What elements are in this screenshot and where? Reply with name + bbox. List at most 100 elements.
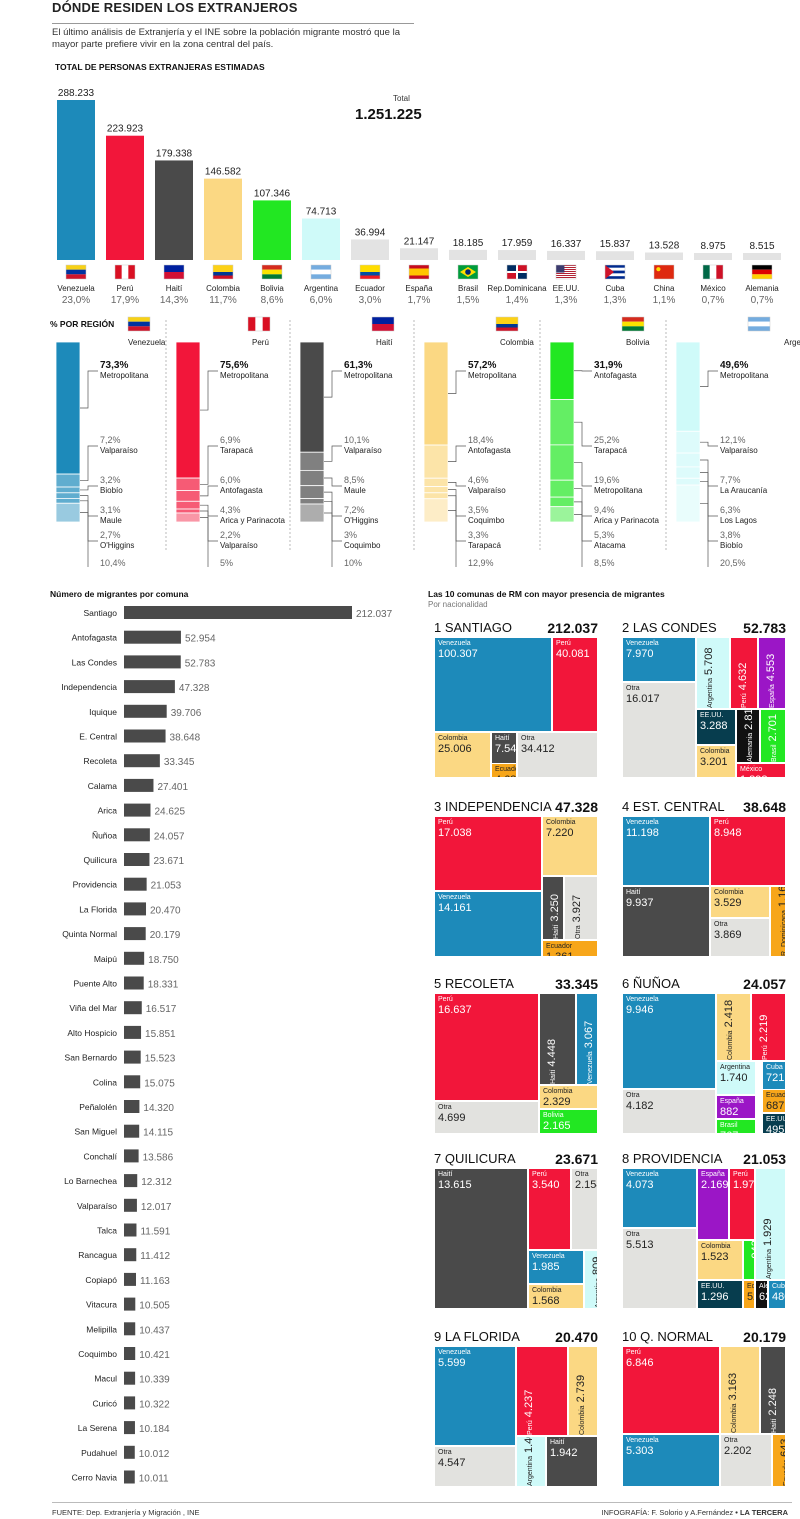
bar-percent-colombia: 11,7%: [209, 295, 237, 306]
treemap-recoleta-label-otra: Otra: [438, 1104, 452, 1111]
bar-percent-ee-uu: 1,3%: [555, 295, 578, 306]
treemap-q-normal-label-venezuela: Venezuela: [626, 1437, 659, 1444]
bar-value-mexico: 8.975: [700, 241, 725, 252]
title-divider: [52, 23, 414, 24]
treemap-est-central-cell-peru: Perú 8.948: [710, 816, 786, 886]
bar-argentina: [302, 218, 340, 260]
treemap-las-condes-total: 52.783: [743, 620, 786, 636]
treemap-providencia-label-alemania: Alemania: [759, 1283, 767, 1290]
region-seg-colombia-4: [423, 492, 449, 500]
treemap-la-florida-label-peru: Perú: [527, 1420, 534, 1435]
treemap-santiago-total: 212.037: [547, 620, 598, 636]
treemap-recoleta-value-colombia: 2.329: [543, 1096, 571, 1108]
region-seg-argentina-2: [675, 452, 701, 468]
bar-label-brasil: Brasil: [458, 284, 478, 293]
region-name-bolivia-2: Metropolitana: [594, 486, 643, 495]
region-pct-bolivia-5: 8,5%: [594, 558, 615, 567]
comuna-value-san-miguel: 14.115: [143, 1128, 173, 1139]
region-seg-venezuela-0: [55, 341, 81, 475]
treemap-las-condes-value-peru: 4.632: [737, 662, 749, 691]
region-leader-colombia-5: [448, 510, 457, 567]
bar-label-ecuador: Ecuador: [355, 284, 385, 293]
region-name-venezuela-1: Valparaíso: [100, 446, 138, 455]
comuna-value-arica: 24.625: [154, 807, 185, 818]
comuna-label-vitacura: Vitacura: [86, 1300, 117, 1310]
treemap-santiago-value-colombia: 25.006: [438, 743, 472, 755]
bar-bolivia: [253, 200, 291, 260]
treemap-las-condes-label-colombia: Colombia: [700, 748, 730, 755]
region-seg-argentina-1: [675, 430, 701, 454]
treemap-la-florida-value-peru: 4.237: [523, 1389, 535, 1418]
bar-value-ee-uu: 16.337: [551, 239, 582, 250]
treemap-nunoa-label-espana: España: [720, 1098, 744, 1105]
region-leader-bolivia-4: [574, 501, 592, 542]
treemap-providencia-label-ee-uu: EE.UU.: [701, 1283, 725, 1290]
treemap-la-florida-cell-argentina: Argentina 1.406: [516, 1436, 546, 1487]
treemap-nunoa-label-cuba: Cuba: [766, 1064, 783, 1071]
comuna-value-iquique: 39.706: [171, 708, 202, 719]
treemap-independencia-value-haiti: 3.250: [549, 894, 561, 922]
region-name-haiti-1: Valparaíso: [344, 446, 382, 455]
treemap-providencia-value-cuba: 480: [772, 1291, 785, 1303]
region-leader-colombia-2: [448, 482, 466, 487]
bar-percent-venezuela: 23,0%: [62, 295, 90, 306]
bar-value-ecuador: 36.994: [355, 227, 386, 238]
treemap-providencia-cell-brasil: Brasil 943: [743, 1240, 755, 1280]
region-name-bolivia-0: Antofagasta: [594, 371, 637, 380]
region-seg-venezuela-2: [55, 486, 81, 494]
region-leader-peru-1: [200, 445, 218, 485]
flag-alemania-icon: [751, 264, 773, 280]
comuna-bar-calama: [124, 778, 154, 792]
region-leader-argentina-5: [700, 503, 709, 567]
treemap-nunoa-cell-otra: Otra 4.182: [622, 1089, 716, 1134]
treemap-nunoa-cell-peru: Perú 2.219: [751, 993, 786, 1061]
comuna-value-conchali: 13.586: [143, 1152, 174, 1163]
region-chart: Venezuela73,3%Metropolitana7,2%Valparaís…: [55, 316, 800, 567]
treemap-q-normal-cell-venezuela: Venezuela 5.303: [622, 1434, 720, 1487]
comuna-bar-la-florida: [124, 902, 147, 916]
treemap-las-condes-label-brasil: Brasil: [771, 744, 778, 762]
treemap-las-condes-cell-brasil: Brasil 2.701: [760, 709, 786, 763]
region-country-venezuela: Venezuela: [128, 338, 166, 347]
treemap-q-normal-cell-haiti: Haití 2.248: [760, 1346, 786, 1434]
treemap-recoleta-label-colombia: Colombia: [543, 1088, 573, 1095]
comuna-label-quinta-normal: Quinta Normal: [62, 929, 117, 939]
credit-text: INFOGRAFÍA: F. Solorio y A.Fernández: [601, 1508, 734, 1517]
region-pct-colombia-4: 3,3%: [468, 530, 489, 540]
bar-value-brasil: 18.185: [453, 238, 484, 249]
region-pct-argentina-1: 12,1%: [720, 435, 746, 445]
treemap-quilicura-label-argentina: Argentina: [595, 1278, 598, 1308]
treemap-las-condes-cell-argentina: Argentina 5.708: [696, 637, 730, 709]
treemap-las-condes-label-peru: Perú: [741, 693, 748, 708]
bar-value-alemania: 8.515: [749, 241, 774, 252]
comuna-value-cerro-navia: 10.011: [139, 1474, 169, 1485]
treemap-la-florida-value-venezuela: 5.599: [438, 1357, 466, 1369]
region-leader-colombia-0: [448, 370, 466, 394]
treemap-nunoa-value-espana: 882: [720, 1106, 739, 1118]
treemap-recoleta-cell-peru: Perú 16.637: [434, 993, 539, 1101]
treemap-providencia-cell-ee-uu: EE.UU. 1.296: [697, 1280, 743, 1309]
treemap-est-central-label-r-dominicana: R. Dominicana: [781, 910, 786, 956]
treemap-providencia-value-ee-uu: 1.296: [701, 1291, 729, 1303]
treemap-quilicura-value-argentina: 809: [591, 1256, 598, 1276]
comuna-value-valparaiso: 12.017: [141, 1202, 172, 1213]
treemap-las-condes-cell-colombia: Colombia 3.201: [696, 745, 736, 778]
region-pct-peru-3: 4,3%: [220, 505, 241, 515]
treemap-recoleta-value-bolivia: 2.165: [543, 1120, 571, 1132]
region-name-peru-0: Metropolitana: [220, 371, 269, 380]
treemap-independencia-value-venezuela: 14.161: [438, 902, 472, 914]
treemap-est-central-value-peru: 8.948: [714, 827, 742, 839]
treemap-providencia-label-colombia: Colombia: [701, 1243, 731, 1250]
bar-percent-bolivia: 8,6%: [261, 295, 284, 306]
region-seg-haiti-4: [299, 498, 325, 505]
region-leader-colombia-3: [448, 489, 466, 517]
comuna-bar-iquique: [124, 704, 167, 718]
treemap-las-condes-label-mexico: México: [740, 766, 763, 773]
treemap-santiago-cell-colombia: Colombia 25.006: [434, 732, 491, 778]
treemap-q-normal-value-venezuela: 5.303: [626, 1445, 654, 1457]
comuna-bar-macul: [124, 1371, 136, 1385]
treemap-santiago-value-venezuela: 100.307: [438, 648, 478, 660]
treemap-q-normal-cell-otra: Otra 2.202: [720, 1434, 772, 1487]
region-pct-argentina-5: 20,5%: [720, 558, 746, 567]
region-seg-peru-4: [175, 508, 201, 514]
